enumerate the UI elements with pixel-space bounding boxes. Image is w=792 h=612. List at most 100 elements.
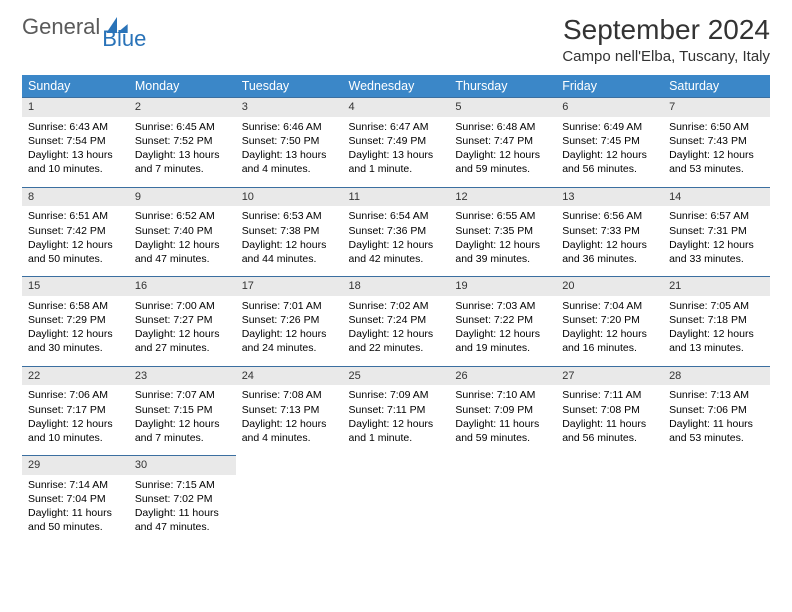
calendar-cell: 29Sunrise: 7:14 AMSunset: 7:04 PMDayligh… (22, 456, 129, 545)
sunrise-line: Sunrise: 6:47 AM (349, 120, 444, 134)
sunset-line: Sunset: 7:08 PM (562, 403, 657, 417)
daylight-line: Daylight: 12 hours and 27 minutes. (135, 327, 230, 355)
day-number: 29 (22, 456, 129, 475)
calendar-cell: 21Sunrise: 7:05 AMSunset: 7:18 PMDayligh… (663, 277, 770, 367)
sunrise-line: Sunrise: 6:43 AM (28, 120, 123, 134)
day-number: 5 (449, 98, 556, 117)
sunrise-line: Sunrise: 7:06 AM (28, 388, 123, 402)
day-number: 1 (22, 98, 129, 117)
sunset-line: Sunset: 7:42 PM (28, 224, 123, 238)
day-number: 19 (449, 277, 556, 296)
day-body: Sunrise: 6:48 AMSunset: 7:47 PMDaylight:… (449, 117, 556, 187)
day-number: 4 (343, 98, 450, 117)
sunset-line: Sunset: 7:24 PM (349, 313, 444, 327)
calendar-cell: 28Sunrise: 7:13 AMSunset: 7:06 PMDayligh… (663, 366, 770, 456)
sunset-line: Sunset: 7:06 PM (669, 403, 764, 417)
day-number: 26 (449, 367, 556, 386)
sunrise-line: Sunrise: 6:48 AM (455, 120, 550, 134)
daylight-line: Daylight: 12 hours and 47 minutes. (135, 238, 230, 266)
sunrise-line: Sunrise: 6:51 AM (28, 209, 123, 223)
day-body: Sunrise: 7:03 AMSunset: 7:22 PMDaylight:… (449, 296, 556, 366)
day-number: 27 (556, 367, 663, 386)
sunset-line: Sunset: 7:35 PM (455, 224, 550, 238)
daylight-line: Daylight: 12 hours and 13 minutes. (669, 327, 764, 355)
weekday-header: Tuesday (236, 75, 343, 98)
calendar-cell: 6Sunrise: 6:49 AMSunset: 7:45 PMDaylight… (556, 98, 663, 188)
calendar-cell: 23Sunrise: 7:07 AMSunset: 7:15 PMDayligh… (129, 366, 236, 456)
day-number: 16 (129, 277, 236, 296)
calendar-cell: 22Sunrise: 7:06 AMSunset: 7:17 PMDayligh… (22, 366, 129, 456)
daylight-line: Daylight: 12 hours and 22 minutes. (349, 327, 444, 355)
daylight-line: Daylight: 12 hours and 4 minutes. (242, 417, 337, 445)
calendar-cell: 7Sunrise: 6:50 AMSunset: 7:43 PMDaylight… (663, 98, 770, 188)
sunrise-line: Sunrise: 7:10 AM (455, 388, 550, 402)
day-number: 6 (556, 98, 663, 117)
weekday-header: Sunday (22, 75, 129, 98)
sunset-line: Sunset: 7:38 PM (242, 224, 337, 238)
sunrise-line: Sunrise: 6:50 AM (669, 120, 764, 134)
daylight-line: Daylight: 13 hours and 7 minutes. (135, 148, 230, 176)
daylight-line: Daylight: 12 hours and 36 minutes. (562, 238, 657, 266)
sunset-line: Sunset: 7:27 PM (135, 313, 230, 327)
daylight-line: Daylight: 12 hours and 39 minutes. (455, 238, 550, 266)
day-number: 22 (22, 367, 129, 386)
calendar-cell: 13Sunrise: 6:56 AMSunset: 7:33 PMDayligh… (556, 187, 663, 277)
day-body: Sunrise: 6:46 AMSunset: 7:50 PMDaylight:… (236, 117, 343, 187)
day-body: Sunrise: 7:06 AMSunset: 7:17 PMDaylight:… (22, 385, 129, 455)
day-number: 14 (663, 188, 770, 207)
day-number: 8 (22, 188, 129, 207)
sunset-line: Sunset: 7:18 PM (669, 313, 764, 327)
day-number: 9 (129, 188, 236, 207)
daylight-line: Daylight: 12 hours and 1 minute. (349, 417, 444, 445)
day-number: 10 (236, 188, 343, 207)
sunrise-line: Sunrise: 6:54 AM (349, 209, 444, 223)
sunrise-line: Sunrise: 7:13 AM (669, 388, 764, 402)
day-body: Sunrise: 6:58 AMSunset: 7:29 PMDaylight:… (22, 296, 129, 366)
calendar-row: 1Sunrise: 6:43 AMSunset: 7:54 PMDaylight… (22, 98, 770, 188)
day-body: Sunrise: 7:10 AMSunset: 7:09 PMDaylight:… (449, 385, 556, 455)
sunset-line: Sunset: 7:36 PM (349, 224, 444, 238)
sunset-line: Sunset: 7:47 PM (455, 134, 550, 148)
daylight-line: Daylight: 11 hours and 53 minutes. (669, 417, 764, 445)
sunset-line: Sunset: 7:49 PM (349, 134, 444, 148)
brand-blue: Blue (102, 26, 146, 52)
day-body: Sunrise: 6:43 AMSunset: 7:54 PMDaylight:… (22, 117, 129, 187)
day-body: Sunrise: 6:47 AMSunset: 7:49 PMDaylight:… (343, 117, 450, 187)
daylight-line: Daylight: 11 hours and 50 minutes. (28, 506, 123, 534)
sunrise-line: Sunrise: 6:55 AM (455, 209, 550, 223)
daylight-line: Daylight: 12 hours and 53 minutes. (669, 148, 764, 176)
calendar-row: 22Sunrise: 7:06 AMSunset: 7:17 PMDayligh… (22, 366, 770, 456)
daylight-line: Daylight: 12 hours and 16 minutes. (562, 327, 657, 355)
sunrise-line: Sunrise: 6:56 AM (562, 209, 657, 223)
daylight-line: Daylight: 12 hours and 19 minutes. (455, 327, 550, 355)
weekday-header: Friday (556, 75, 663, 98)
day-number: 24 (236, 367, 343, 386)
day-number: 21 (663, 277, 770, 296)
sunset-line: Sunset: 7:02 PM (135, 492, 230, 506)
calendar-cell (449, 456, 556, 545)
day-number: 20 (556, 277, 663, 296)
calendar-cell: 14Sunrise: 6:57 AMSunset: 7:31 PMDayligh… (663, 187, 770, 277)
calendar-cell: 26Sunrise: 7:10 AMSunset: 7:09 PMDayligh… (449, 366, 556, 456)
calendar-cell: 18Sunrise: 7:02 AMSunset: 7:24 PMDayligh… (343, 277, 450, 367)
daylight-line: Daylight: 11 hours and 59 minutes. (455, 417, 550, 445)
calendar-body: 1Sunrise: 6:43 AMSunset: 7:54 PMDaylight… (22, 98, 770, 545)
sunset-line: Sunset: 7:45 PM (562, 134, 657, 148)
day-body: Sunrise: 6:54 AMSunset: 7:36 PMDaylight:… (343, 206, 450, 276)
sunset-line: Sunset: 7:09 PM (455, 403, 550, 417)
weekday-header-row: SundayMondayTuesdayWednesdayThursdayFrid… (22, 75, 770, 98)
weekday-header: Thursday (449, 75, 556, 98)
calendar-row: 29Sunrise: 7:14 AMSunset: 7:04 PMDayligh… (22, 456, 770, 545)
sunrise-line: Sunrise: 7:02 AM (349, 299, 444, 313)
daylight-line: Daylight: 13 hours and 1 minute. (349, 148, 444, 176)
day-number: 3 (236, 98, 343, 117)
day-number: 12 (449, 188, 556, 207)
sunrise-line: Sunrise: 6:53 AM (242, 209, 337, 223)
sunrise-line: Sunrise: 7:04 AM (562, 299, 657, 313)
day-number: 13 (556, 188, 663, 207)
sunset-line: Sunset: 7:54 PM (28, 134, 123, 148)
day-number: 2 (129, 98, 236, 117)
weekday-header: Saturday (663, 75, 770, 98)
calendar-cell: 9Sunrise: 6:52 AMSunset: 7:40 PMDaylight… (129, 187, 236, 277)
weekday-header: Monday (129, 75, 236, 98)
